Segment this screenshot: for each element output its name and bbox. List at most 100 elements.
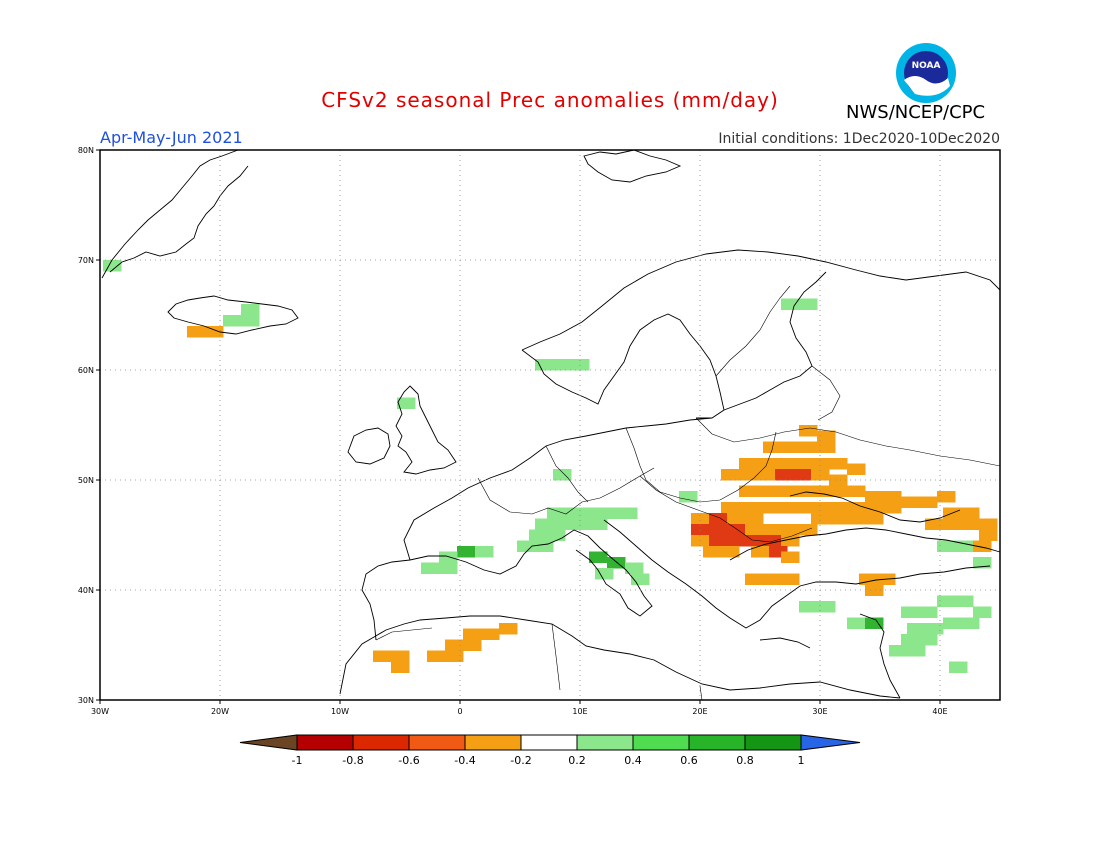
black-sea-north-coast (789, 491, 961, 523)
lon-tick-label: 10E (572, 707, 587, 716)
anomaly-cell (757, 485, 776, 497)
anomaly-cell (811, 469, 830, 481)
anomaly-cell (391, 650, 410, 662)
border-libya-egypt (699, 685, 703, 701)
anomaly-cell (799, 298, 818, 310)
colorbar-segment (408, 734, 466, 751)
colorbar-labels: -1 -0.8 -0.6 -0.4 -0.2 0.2 0.4 0.6 0.8 1 (292, 754, 805, 767)
anomaly-cell (907, 623, 926, 635)
lon-tick-label: 0 (457, 707, 462, 716)
anomaly-cell (847, 502, 866, 514)
anomaly-cell (745, 535, 764, 547)
colorbar-label: -0.4 (454, 754, 475, 767)
anomaly-cell (619, 507, 638, 519)
anomaly-cell (829, 502, 848, 514)
anomaly-cell (793, 469, 812, 481)
anomaly-cell (811, 485, 830, 497)
border-algeria-tunisia-libya (551, 623, 561, 691)
map-frame (99, 149, 1001, 701)
colorbar-segment (296, 734, 354, 751)
anomaly-cell (679, 491, 698, 503)
lon-tick-label: 30E (812, 707, 827, 716)
anomaly-cell (859, 573, 878, 585)
anomaly-cell (919, 606, 938, 618)
anomaly-cell (481, 628, 500, 640)
anomaly-cell (781, 524, 800, 536)
lat-tick-label: 50N (78, 476, 94, 485)
anomaly-cell (811, 458, 830, 470)
anomaly-cell (829, 513, 848, 525)
anomaly-cell (961, 617, 980, 629)
anomaly-cell (757, 502, 776, 514)
colorbar-label: -0.8 (342, 754, 363, 767)
colorbar-segment (464, 734, 522, 751)
anomaly-cell (565, 507, 584, 519)
noaa-logo: NOAA (896, 43, 956, 103)
colorbar-label: 1 (798, 754, 805, 767)
anomaly-cell (709, 524, 728, 536)
anomaly-cell (535, 518, 554, 530)
border-sweden-finland (715, 285, 791, 377)
adriatic-aegean-coast (603, 519, 991, 629)
latitude-tick-labels: 80N 70N 60N 50N 40N 30N (78, 146, 100, 705)
lon-tick-label: 10W (331, 707, 349, 716)
lon-tick-label: 20W (211, 707, 229, 716)
anomaly-cell (781, 298, 800, 310)
anomaly-cell (529, 529, 548, 541)
anomaly-cell (949, 661, 968, 673)
anomaly-cell (547, 507, 566, 519)
anomaly-cell (829, 458, 848, 470)
anomaly-cell (811, 502, 830, 514)
lon-tick-label: 40E (932, 707, 947, 716)
anomaly-cell (955, 595, 974, 607)
anomaly-cell (553, 518, 572, 530)
anomaly-cell (739, 485, 758, 497)
iceland-coast (167, 295, 299, 335)
anomaly-cell (547, 529, 566, 541)
anomaly-cell (739, 469, 758, 481)
anomaly-cell (937, 595, 956, 607)
ireland-coast (347, 427, 391, 465)
lat-tick-label: 30N (78, 696, 94, 705)
border-finland-russia (811, 365, 841, 421)
anomaly-cell (865, 491, 884, 503)
anomaly-cell (571, 359, 590, 371)
greenland-coast-2 (109, 165, 249, 273)
anomaly-cell (781, 535, 800, 547)
anomaly-cell (721, 546, 740, 558)
anomaly-cell (775, 458, 794, 470)
anomaly-cell (457, 546, 476, 558)
map-gridlines (100, 150, 1000, 700)
anomaly-cell (973, 557, 992, 569)
anomaly-cell (763, 573, 782, 585)
colorbar-label: -1 (292, 754, 303, 767)
anomaly-cell (883, 491, 902, 503)
anomaly-cell (865, 617, 884, 629)
border-pl-east (625, 427, 777, 503)
finland-coast (723, 271, 827, 411)
colorbar-label: 0.2 (568, 754, 586, 767)
black-sea-south-coast (729, 527, 1001, 561)
anomaly-cell (721, 469, 740, 481)
anomaly-cell (847, 617, 866, 629)
anomaly-cell (811, 513, 830, 525)
colorbar-label: -0.2 (510, 754, 531, 767)
anomaly-cell (781, 441, 800, 453)
anomaly-cell (709, 513, 728, 525)
anomaly-cell (961, 507, 980, 519)
colorbar-low-arrow (239, 734, 298, 751)
anomaly-cell (691, 524, 710, 536)
anomaly-cell (703, 546, 722, 558)
anomaly-cell (745, 524, 764, 536)
anomaly-cell (427, 650, 446, 662)
map-title: CFSv2 seasonal Prec anomalies (mm/day) (321, 88, 779, 112)
anomaly-cell (517, 540, 536, 552)
anomaly-cell (631, 573, 650, 585)
anomaly-cell (553, 469, 572, 481)
anomaly-cell (595, 568, 614, 580)
colorbar-segment (576, 734, 634, 751)
anomaly-cell (763, 524, 782, 536)
anomaly-cell (775, 485, 794, 497)
anomaly-cell (775, 469, 794, 481)
